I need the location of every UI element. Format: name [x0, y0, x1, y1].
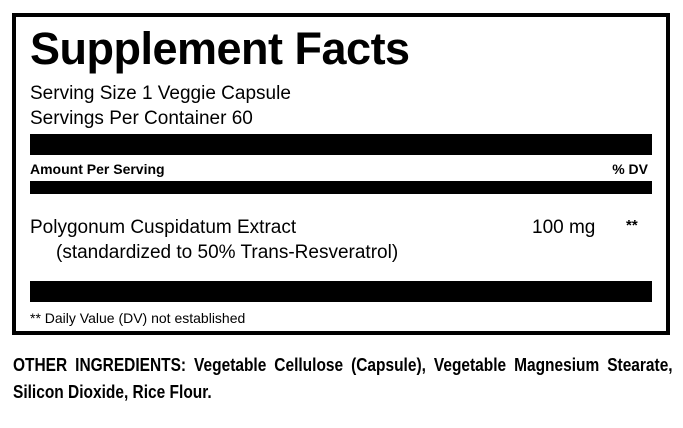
serving-size: Serving Size 1 Veggie Capsule	[30, 83, 291, 104]
amount-per-serving-header: Amount Per Serving	[30, 161, 165, 177]
ingredient-dv: **	[626, 217, 638, 234]
ingredient-amount: 100 mg	[532, 217, 596, 238]
panel-title: Supplement Facts	[30, 23, 410, 74]
supplement-facts-panel: Supplement Facts Serving Size 1 Veggie C…	[12, 13, 670, 335]
ingredient-name: Polygonum Cuspidatum Extract	[30, 217, 297, 238]
divider-bar	[30, 134, 652, 155]
ingredient-detail: (standardized to 50% Trans-Resveratrol)	[56, 242, 399, 263]
footnote: ** Daily Value (DV) not established	[30, 310, 246, 326]
other-ingredients-text: Vegetable Cellulose (Capsule), Vegetable…	[13, 355, 673, 402]
dv-header: % DV	[612, 161, 648, 177]
servings-per-container: Servings Per Container 60	[30, 108, 253, 129]
other-ingredients-label: OTHER INGREDIENTS:	[13, 355, 187, 375]
divider-bar	[30, 181, 652, 194]
other-ingredients: OTHER INGREDIENTS: Vegetable Cellulose (…	[13, 352, 673, 406]
divider-bar	[30, 281, 652, 302]
